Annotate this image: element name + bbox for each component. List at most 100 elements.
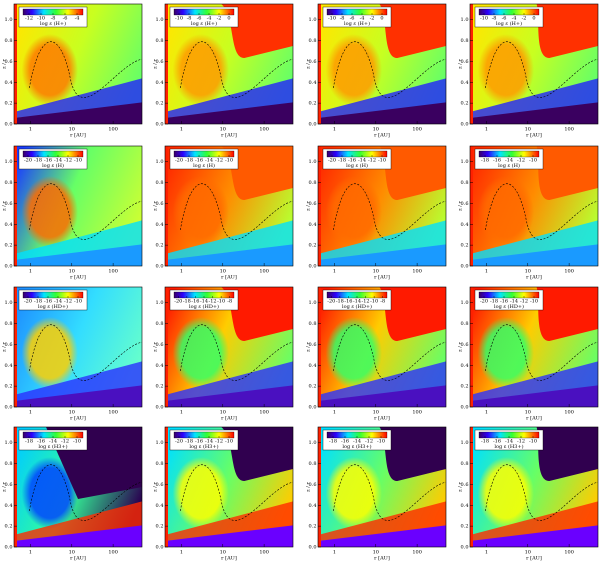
x-axis-label: r [AU] — [374, 275, 390, 281]
heatmap-edge — [165, 4, 168, 124]
colorbar-tick-label: -12 — [520, 299, 528, 305]
panel: 1 10 100 0.0 0.2 0.4 0.6 0.8 1.0 r [AU] z / r -10 -8… — [153, 3, 294, 139]
heatmap-region — [536, 427, 598, 481]
heatmap-region — [21, 457, 78, 529]
colorbar-tick-label: -18 — [336, 299, 344, 305]
colorbar-tick-label: -8 — [227, 299, 232, 305]
colorbar-label: log ε (H3+) — [342, 443, 371, 450]
colorbar-tick-label: -14 — [54, 158, 62, 164]
x-tick-label: 10 — [525, 127, 531, 133]
heatmap-region — [21, 34, 78, 106]
y-tick-label: 0.6 — [5, 59, 13, 65]
y-tick-label: 0.8 — [5, 321, 13, 327]
colorbar-tick-label: -12 — [64, 158, 72, 164]
y-tick-label: 0.6 — [461, 342, 469, 348]
heatmap-region — [172, 457, 229, 529]
y-tick-label: 0.2 — [5, 101, 13, 107]
colorbar-tick-label: -10 — [378, 158, 386, 164]
x-tick-label: 10 — [373, 550, 379, 556]
y-tick-label: 0.0 — [156, 405, 164, 411]
y-tick-label: 0.0 — [461, 264, 469, 270]
colorbar-tick-label: -10 — [175, 16, 183, 22]
y-tick-label: 0.6 — [5, 342, 13, 348]
y-tick-label: 0.8 — [5, 461, 13, 467]
colorbar-tick-label: -4 — [360, 16, 365, 22]
x-axis-label: r [AU] — [526, 416, 542, 422]
x-tick-label: 10 — [220, 269, 226, 275]
y-tick-label: 0.8 — [309, 461, 317, 467]
x-tick-label: 1 — [29, 550, 32, 556]
heatmap — [470, 4, 598, 124]
heatmap-region — [379, 287, 446, 341]
colorbar-tick-label: -4 — [75, 16, 80, 22]
colorbar-label: log ε (H+) — [191, 20, 217, 27]
y-tick-label: 0.2 — [156, 384, 164, 390]
x-tick-label: 10 — [525, 269, 531, 275]
colorbar — [326, 150, 388, 158]
x-tick-label: 10 — [220, 127, 226, 133]
y-tick-label: 0.8 — [461, 461, 469, 467]
colorbar-tick-label: -16 — [493, 158, 501, 164]
y-tick-label: 0.0 — [5, 405, 13, 411]
plot-frame — [164, 286, 294, 408]
colorbar-tick-label: -10 — [74, 158, 82, 164]
colorbar-tick-label: -12 — [61, 439, 69, 445]
x-axis-label: r [AU] — [374, 133, 390, 139]
y-tick-label: 0.2 — [156, 524, 164, 530]
colorbar-tick-label: -20 — [328, 158, 336, 164]
colorbar-tick-label: -8 — [51, 16, 56, 22]
y-tick-label: 0.4 — [5, 503, 13, 509]
heatmap-region — [221, 146, 293, 200]
colorbar-tick-label: -14 — [49, 439, 57, 445]
heatmap-region — [470, 102, 598, 124]
y-tick-label: 0.2 — [156, 243, 164, 249]
y-tick-label: 0.4 — [5, 80, 13, 86]
heatmap-region — [318, 102, 446, 124]
colorbar-tick-label: -6 — [350, 16, 355, 22]
colorbar-tick-label: -10 — [480, 16, 488, 22]
colorbar — [22, 291, 84, 299]
x-tick-label: 100 — [108, 269, 118, 275]
colorbar-tick-label: -14 — [205, 158, 213, 164]
colorbar-tick-label: -10 — [74, 299, 82, 305]
colorbar-tick-label: 0 — [227, 16, 230, 22]
heatmap-region — [172, 34, 229, 106]
x-tick-label: 100 — [108, 410, 118, 416]
y-tick-label: 0.0 — [461, 545, 469, 551]
heatmap-region — [470, 525, 598, 547]
heatmap-edge — [165, 427, 168, 547]
y-tick-label: 0.2 — [461, 101, 469, 107]
heatmap-region — [536, 287, 598, 341]
y-tick-label: 0.2 — [309, 101, 317, 107]
colorbar-label: log ε (H+) — [40, 20, 66, 27]
colorbar-tick-label: -20 — [175, 158, 183, 164]
heatmap-region — [221, 287, 293, 341]
y-tick-label: 0.8 — [156, 38, 164, 44]
colorbar-tick-label: -16 — [195, 439, 203, 445]
colorbar-label: log ε (HD+) — [38, 303, 68, 310]
x-tick-label: 100 — [412, 269, 422, 275]
x-tick-label: 1 — [29, 269, 32, 275]
colorbar-tick-label: -4 — [207, 16, 212, 22]
y-tick-label: 0.2 — [5, 524, 13, 530]
colorbar-tick-label: -4 — [512, 16, 517, 22]
x-axis-label: r [AU] — [70, 275, 86, 281]
y-axis-label: z / r — [153, 200, 159, 210]
colorbar-tick-label: -16 — [341, 439, 349, 445]
colorbar-tick-label: -20 — [174, 299, 182, 305]
colorbar-label: log ε (H) — [346, 162, 368, 169]
colorbar-label: log ε (H+) — [496, 20, 522, 27]
x-axis-label: r [AU] — [70, 556, 86, 562]
heatmap-edge — [165, 146, 168, 266]
colorbar-tick-label: -8 — [380, 299, 385, 305]
heatmap-region — [165, 102, 293, 124]
y-tick-label: 0.0 — [309, 264, 317, 270]
plot-frame — [317, 145, 447, 267]
plot-frame — [469, 3, 599, 125]
y-axis-label: z / r — [458, 341, 464, 351]
x-tick-label: 10 — [373, 127, 379, 133]
x-tick-label: 100 — [259, 550, 269, 556]
